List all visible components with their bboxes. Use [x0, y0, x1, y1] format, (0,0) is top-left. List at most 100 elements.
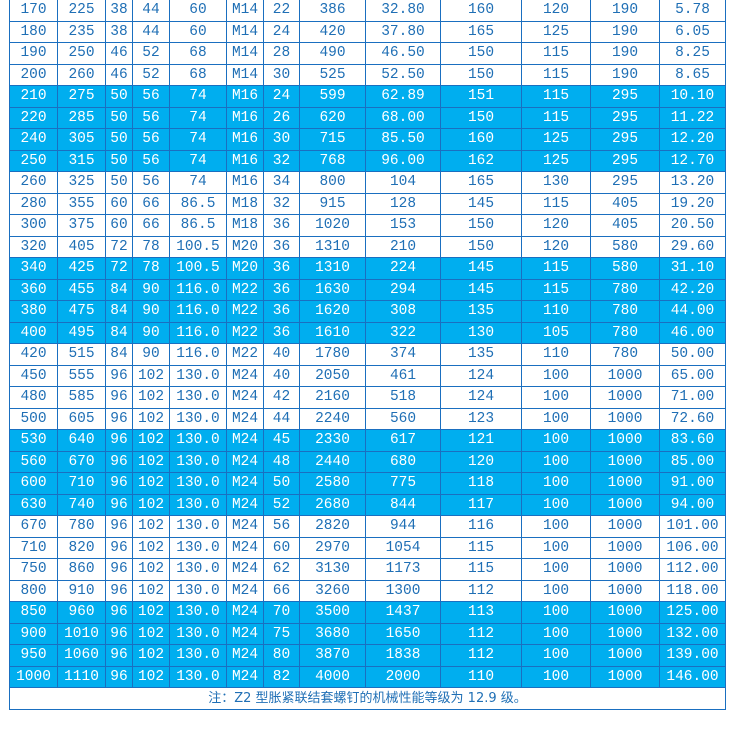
table-row: 450 555 96 102 130.0 M24 40 2050 461 124 100 1000 65…	[9, 364, 726, 387]
table-cell: 315	[57, 149, 106, 172]
table-cell: 950	[9, 644, 58, 667]
table-cell: 32	[263, 149, 300, 172]
table-cell: 78	[132, 257, 170, 280]
table-cell: 50	[105, 85, 133, 108]
table-cell: 1000	[590, 579, 660, 602]
table-cell: 62.89	[365, 85, 441, 108]
table-cell: M24	[226, 386, 264, 409]
table-cell: 60	[105, 192, 133, 215]
table-cell: 580	[590, 257, 660, 280]
table-cell: 117	[440, 493, 522, 516]
table-cell: 151	[440, 85, 522, 108]
table-cell: M24	[226, 665, 264, 688]
table-cell: 24	[263, 20, 300, 43]
table-cell: 405	[57, 235, 106, 258]
table-cell: 100	[521, 493, 591, 516]
table-cell: 160	[440, 128, 522, 151]
table-cell: 1650	[365, 622, 441, 645]
table-cell: 46.50	[365, 42, 441, 65]
table-cell: 405	[590, 214, 660, 237]
table-cell: 210	[9, 85, 58, 108]
table-cell: 96	[105, 364, 133, 387]
table-cell: 123	[440, 407, 522, 430]
table-cell: 190	[590, 63, 660, 86]
table-cell: 1610	[299, 321, 366, 344]
table-cell: 150	[440, 106, 522, 129]
table-cell: 36	[263, 321, 300, 344]
table-cell: 220	[9, 106, 58, 129]
table-cell: 118	[440, 472, 522, 495]
table-cell: 294	[365, 278, 441, 301]
table-cell: 285	[57, 106, 106, 129]
table-cell: 630	[9, 493, 58, 516]
table-row: 420 515 84 90 116.0 M22 40 1780 374 135 110 780 50.0…	[9, 343, 726, 366]
table-cell: 224	[365, 257, 441, 280]
table-cell: 295	[590, 171, 660, 194]
table-cell: 1000	[590, 536, 660, 559]
table-cell: 190	[590, 0, 660, 22]
table-cell: 116.0	[169, 300, 227, 323]
table-cell: 1000	[590, 429, 660, 452]
table-cell: 130.0	[169, 450, 227, 473]
table-cell: 425	[57, 257, 106, 280]
table-row: 200 260 46 52 68 M14 30 525 52.50 150 115 190 8.65	[9, 63, 726, 86]
table-cell: 1000	[9, 665, 58, 688]
table-cell: 800	[299, 171, 366, 194]
table-cell: 495	[57, 321, 106, 344]
table-cell: 118.00	[659, 579, 726, 602]
table-cell: 56	[263, 515, 300, 538]
table-cell: 72.60	[659, 407, 726, 430]
table-body: 170 225 38 44 60 M14 22 386 32.80 160 120 190 5.78 18…	[9, 0, 726, 688]
table-cell: 26	[263, 106, 300, 129]
table-cell: 44	[263, 407, 300, 430]
table-cell: 320	[9, 235, 58, 258]
table-cell: 102	[132, 364, 170, 387]
table-cell: 240	[9, 128, 58, 151]
table-cell: 102	[132, 601, 170, 624]
table-cell: 3680	[299, 622, 366, 645]
table-cell: 405	[590, 192, 660, 215]
table-cell: 8.65	[659, 63, 726, 86]
table-cell: M16	[226, 85, 264, 108]
table-cell: 124	[440, 364, 522, 387]
table-cell: 68	[169, 42, 227, 65]
table-cell: 780	[57, 515, 106, 538]
table-cell: 102	[132, 644, 170, 667]
table-cell: 112.00	[659, 558, 726, 581]
table-cell: 50	[105, 106, 133, 129]
table-cell: 102	[132, 579, 170, 602]
table-cell: 32	[263, 192, 300, 215]
table-cell: 1838	[365, 644, 441, 667]
table-cell: 1054	[365, 536, 441, 559]
table-cell: 910	[57, 579, 106, 602]
table-cell: 82	[263, 665, 300, 688]
table-cell: 8.25	[659, 42, 726, 65]
table-cell: 128	[365, 192, 441, 215]
table-cell: 225	[57, 0, 106, 22]
table-cell: 375	[57, 214, 106, 237]
table-cell: M16	[226, 171, 264, 194]
table-cell: M24	[226, 622, 264, 645]
table-cell: 56	[132, 149, 170, 172]
table-cell: M24	[226, 407, 264, 430]
table-cell: M24	[226, 515, 264, 538]
table-cell: 66	[263, 579, 300, 602]
table-cell: 96	[105, 407, 133, 430]
table-cell: 200	[9, 63, 58, 86]
table-cell: 130.0	[169, 429, 227, 452]
table-cell: 110	[521, 300, 591, 323]
table-cell: 45	[263, 429, 300, 452]
table-cell: 50	[105, 171, 133, 194]
table-cell: 40	[263, 343, 300, 366]
table-cell: 355	[57, 192, 106, 215]
table-cell: 100.5	[169, 235, 227, 258]
table-cell: 150	[440, 63, 522, 86]
table-cell: 2160	[299, 386, 366, 409]
table-cell: 275	[57, 85, 106, 108]
table-cell: 295	[590, 128, 660, 151]
table-cell: 100	[521, 601, 591, 624]
table-row: 630 740 96 102 130.0 M24 52 2680 844 117 100 1000 94…	[9, 493, 726, 516]
table-cell: 38	[105, 20, 133, 43]
table-cell: 780	[590, 321, 660, 344]
table-cell: 105	[521, 321, 591, 344]
